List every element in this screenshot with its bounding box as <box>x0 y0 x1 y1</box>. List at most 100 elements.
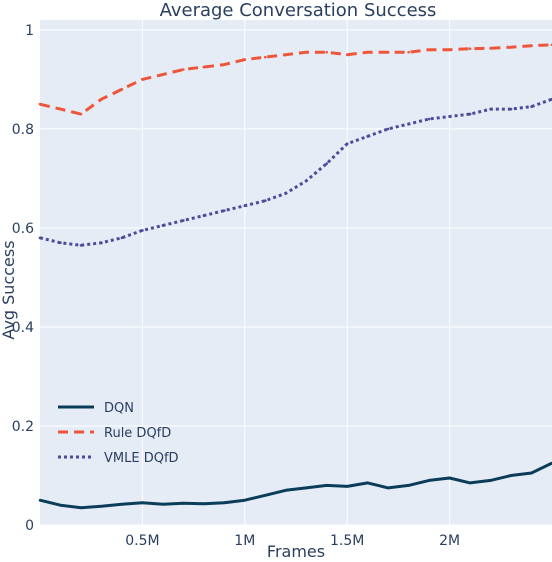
data-point <box>59 503 62 507</box>
y-axis-title: Avg Success <box>0 240 18 339</box>
series-group <box>38 43 552 510</box>
data-point <box>366 481 369 485</box>
data-point <box>386 486 390 490</box>
data-point <box>304 50 308 54</box>
plot-background <box>40 20 552 525</box>
data-point <box>223 209 226 212</box>
legend: DQN Rule DQfD VMLE DQfD <box>58 401 179 466</box>
series-rule-dqfd <box>38 43 552 116</box>
data-point <box>263 55 267 59</box>
data-point <box>59 107 62 111</box>
data-point <box>161 73 165 76</box>
grid <box>40 20 552 526</box>
data-point <box>530 44 533 48</box>
series-line <box>39 461 552 510</box>
data-point <box>489 479 492 482</box>
x-tick-label: 1.5M <box>330 533 364 549</box>
data-point <box>223 63 226 66</box>
data-point <box>120 502 124 506</box>
x-tick-label: 1M <box>234 533 255 549</box>
y-tick-label: 0.4 <box>12 320 34 336</box>
y-tick-label: 0.8 <box>12 122 34 138</box>
data-point <box>530 105 533 108</box>
data-point <box>202 502 206 506</box>
data-point <box>427 48 431 52</box>
data-point <box>161 502 165 506</box>
y-tick-label: 0 <box>25 518 34 534</box>
legend-item: VMLE DQfD <box>58 451 179 466</box>
data-point <box>182 68 185 71</box>
data-point <box>284 489 288 492</box>
legend-label: DQN <box>104 401 134 416</box>
data-point <box>79 506 83 509</box>
data-point <box>120 236 124 240</box>
data-point <box>468 481 472 485</box>
data-point <box>345 142 349 146</box>
data-point <box>202 65 206 69</box>
data-point <box>202 214 206 217</box>
legend-item: DQN <box>58 401 134 416</box>
data-point <box>38 498 42 502</box>
data-point <box>284 191 288 195</box>
data-point <box>304 179 308 183</box>
data-point <box>448 476 451 480</box>
data-point <box>100 241 103 245</box>
series-vmle-dqfd <box>38 97 552 247</box>
legend-label: Rule DQfD <box>104 426 171 441</box>
data-point <box>79 112 83 116</box>
data-point <box>100 504 103 508</box>
data-point <box>386 50 390 54</box>
data-point <box>161 224 165 227</box>
data-point <box>182 219 185 222</box>
data-point <box>345 485 349 488</box>
data-point <box>448 115 451 118</box>
data-point <box>489 46 492 50</box>
data-point <box>407 122 410 126</box>
data-point <box>509 474 513 477</box>
x-tick-label: 2M <box>439 533 460 549</box>
data-point <box>325 50 329 54</box>
data-point <box>263 493 267 497</box>
data-point <box>141 229 144 232</box>
data-point <box>345 53 349 56</box>
data-point <box>366 135 369 138</box>
data-point <box>38 102 42 106</box>
data-point <box>141 501 144 505</box>
series-line <box>39 97 552 247</box>
data-point <box>366 50 369 54</box>
data-point <box>243 498 247 502</box>
data-point <box>407 50 410 54</box>
legend-label: VMLE DQfD <box>104 451 179 466</box>
data-point <box>182 501 185 505</box>
data-point <box>427 479 431 482</box>
data-point <box>120 88 124 91</box>
data-point <box>530 471 533 475</box>
data-point <box>59 241 62 245</box>
data-point <box>243 58 247 61</box>
data-point <box>407 484 410 487</box>
data-point <box>223 501 226 505</box>
series-dqn <box>38 461 552 510</box>
y-tick-label: 0.6 <box>12 221 34 237</box>
series-line <box>39 43 552 116</box>
data-point <box>79 243 83 247</box>
data-point <box>509 45 513 49</box>
data-point <box>325 484 329 487</box>
tick-labels: 0 0.2 0.4 0.6 0.8 1 0.5M 1M 1.5M 2M <box>12 23 460 549</box>
data-point <box>141 78 144 81</box>
data-point <box>468 47 472 51</box>
data-point <box>448 48 451 52</box>
y-tick-label: 0.2 <box>12 419 34 435</box>
y-tick-label: 1 <box>25 23 34 39</box>
data-point <box>38 236 42 240</box>
data-point <box>243 204 247 207</box>
data-point <box>468 112 472 116</box>
data-point <box>263 199 267 203</box>
data-point <box>100 97 103 101</box>
data-point <box>427 117 431 121</box>
data-point <box>386 127 390 131</box>
data-point <box>325 162 329 165</box>
x-axis-title: Frames <box>267 542 325 561</box>
x-tick-label: 0.5M <box>125 533 159 549</box>
